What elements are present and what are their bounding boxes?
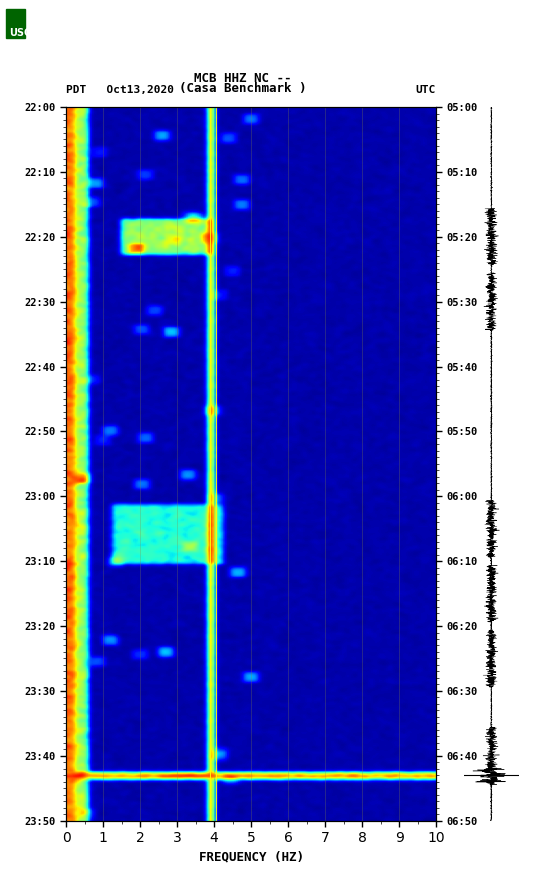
Text: PDT   Oct13,2020: PDT Oct13,2020 [66,86,174,95]
Text: UTC: UTC [416,86,436,95]
Text: (Casa Benchmark ): (Casa Benchmark ) [179,82,306,95]
X-axis label: FREQUENCY (HZ): FREQUENCY (HZ) [199,851,304,863]
Text: USGS: USGS [9,29,39,38]
Text: MCB HHZ NC --: MCB HHZ NC -- [194,71,291,85]
Bar [6,9,25,38]
